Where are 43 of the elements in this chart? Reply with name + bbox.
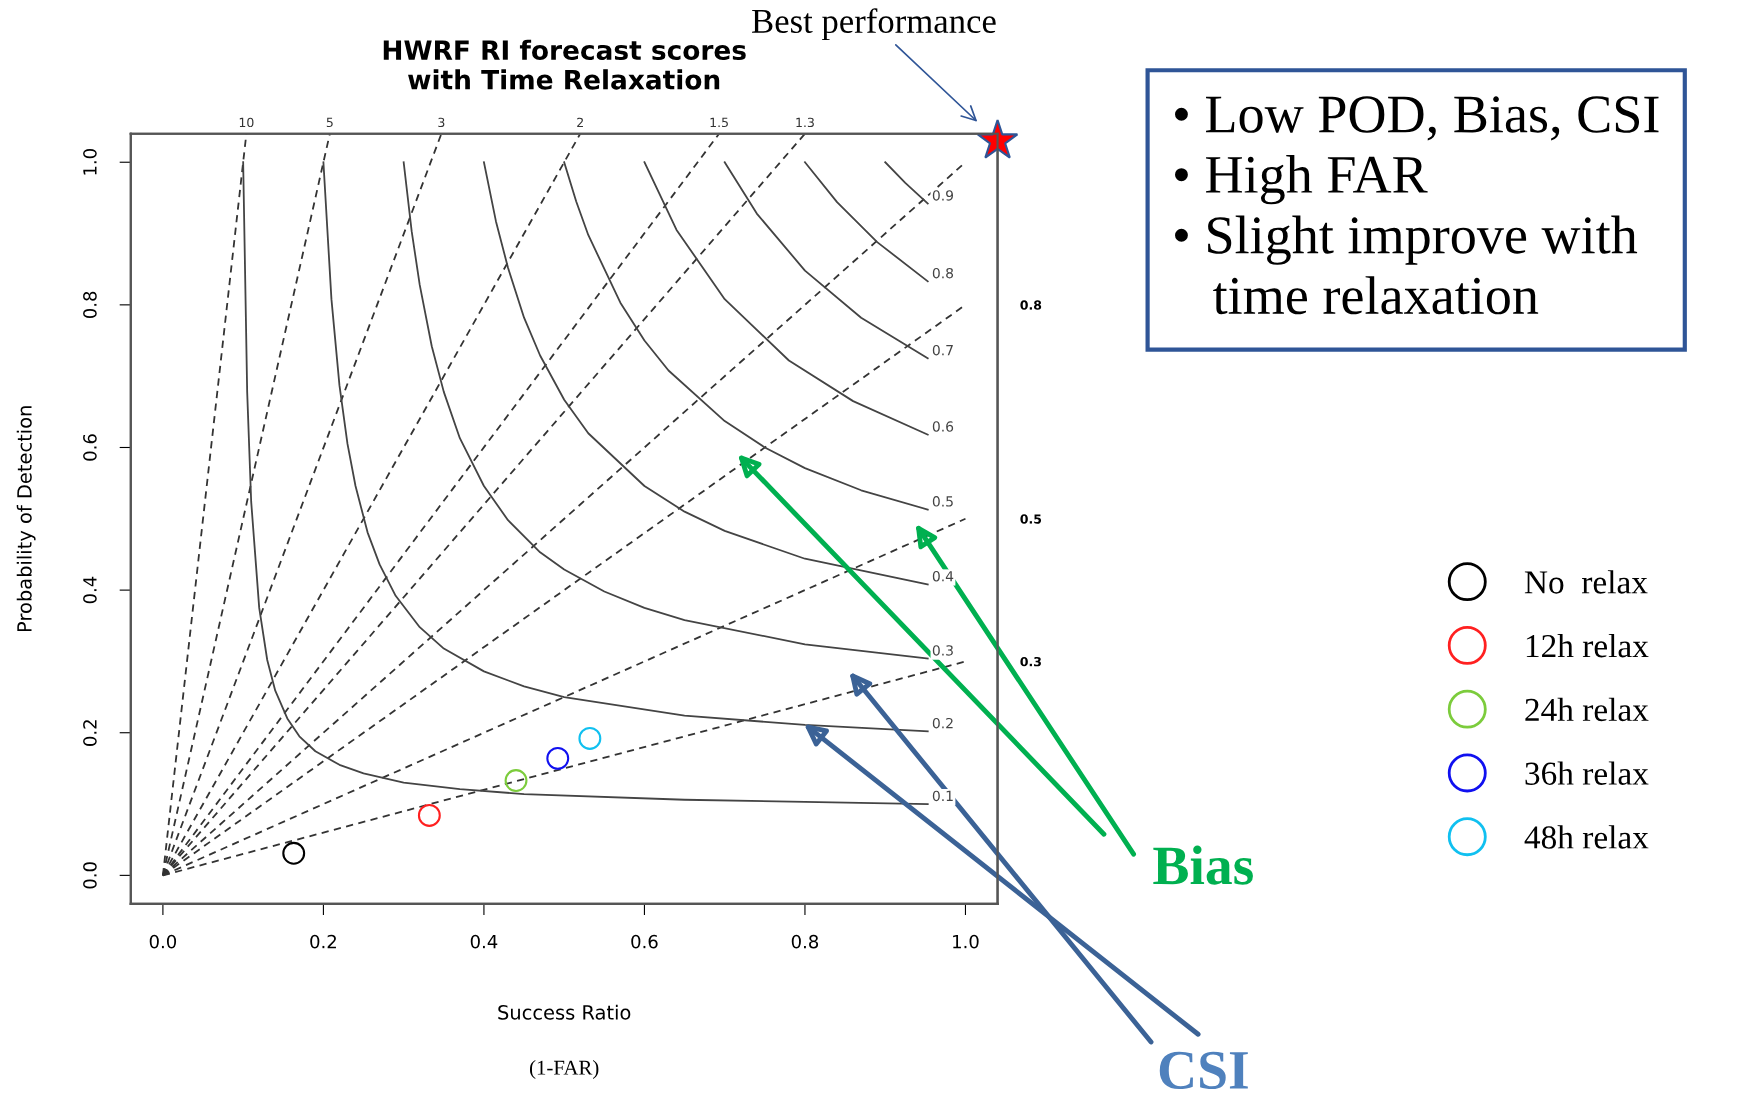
series-label: 0.6 [932, 421, 954, 432]
y-tick-label: 0.2 [83, 720, 97, 746]
y2-tick-label: 0.3 [1020, 656, 1041, 667]
x-tick-label: 0.2 [310, 934, 336, 949]
y2-tick-label: 0.5 [1020, 514, 1042, 524]
series-label: 10 [239, 117, 254, 128]
text: • Low POD, Bias, CSI • High FAR • Slight improve with time relaxation [1175, 96, 1659, 315]
x-tick-label: 0.4 [470, 934, 498, 949]
x-tick-label: 0.6 [631, 934, 658, 949]
text: (1-FAR) [529, 1060, 599, 1079]
y-tick-label: 0.4 [83, 576, 97, 604]
y-tick-label: 0.6 [83, 434, 97, 461]
legend-label: No relax [1524, 570, 1648, 594]
y-tick-label: 0.8 [83, 291, 97, 319]
series-label: 0.9 [932, 190, 954, 201]
y-tick-label: 1.0 [83, 149, 97, 175]
chart-title: HWRF RI forecast scores with Time Relaxation [383, 39, 746, 90]
legend-label: 24h relax [1525, 697, 1649, 722]
x-tick-label: 0.8 [791, 934, 819, 949]
series-label: 0.3 [932, 645, 953, 656]
legend-label: 48h relax [1524, 825, 1649, 849]
series-label: 0.8 [932, 267, 954, 279]
series-label: 3 [438, 117, 445, 128]
x-axis-title: Success Ratio [498, 1004, 631, 1020]
series-label: 0.1 [932, 790, 953, 802]
y-axis-title: Probability of Detection [16, 406, 36, 632]
series-label: 0.5 [932, 496, 953, 507]
series-label: 0.7 [932, 344, 953, 356]
legend-label: 36h relax [1525, 761, 1649, 785]
legend-label: 12h relax [1526, 633, 1649, 658]
x-tick-label: 1.0 [953, 934, 979, 949]
text: CSI [1159, 1051, 1248, 1090]
series-label: 1.5 [710, 117, 728, 128]
y2-tick-label: 0.8 [1020, 300, 1042, 310]
text: Bias [1153, 845, 1253, 885]
series-label: 0.2 [932, 717, 953, 729]
y-tick-label: 0.0 [83, 862, 97, 889]
x-tick-label: 0.0 [149, 934, 177, 949]
annotation: Best performance [752, 8, 996, 41]
series-label: 1.3 [796, 117, 814, 128]
series-label: 2 [577, 117, 583, 127]
series-label: 0.4 [932, 570, 954, 582]
series-label: 5 [326, 117, 333, 128]
